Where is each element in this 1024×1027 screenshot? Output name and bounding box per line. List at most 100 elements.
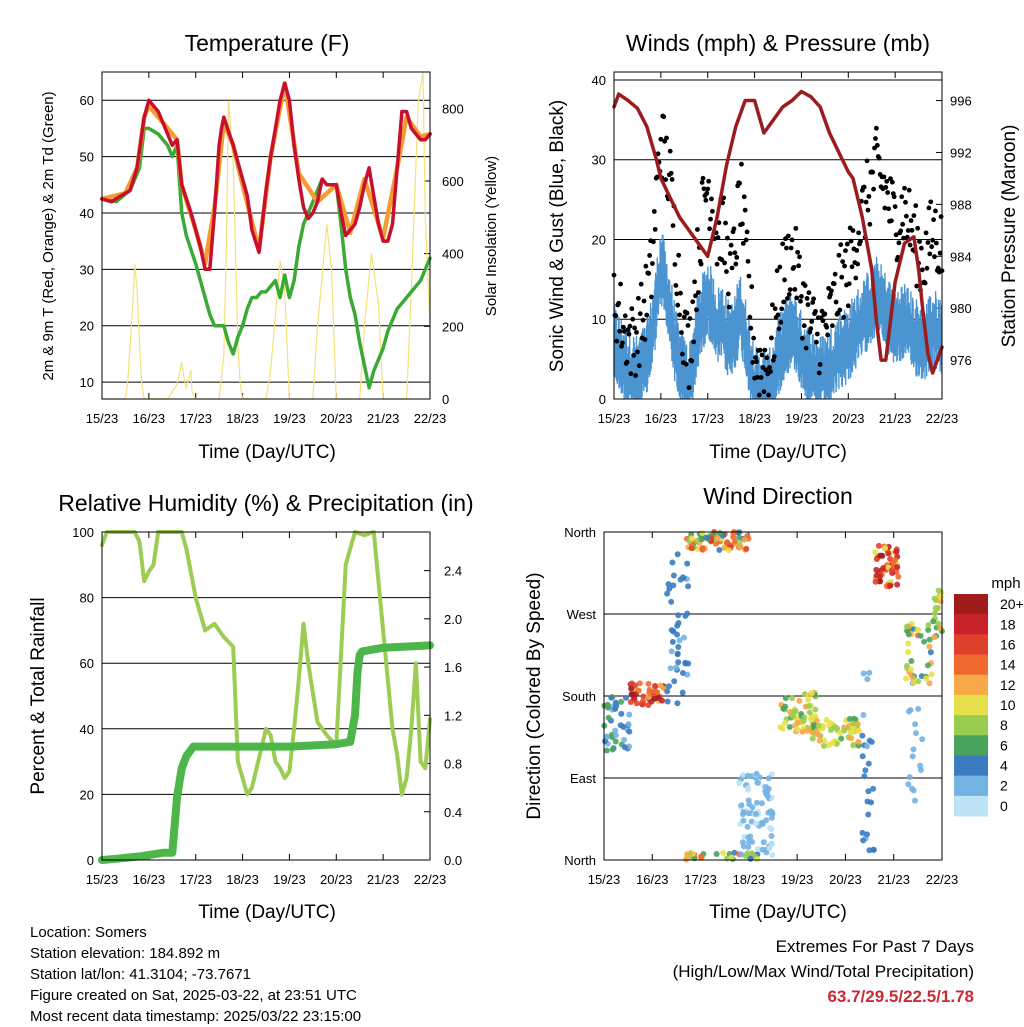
gust-point xyxy=(724,269,729,274)
gust-point xyxy=(758,375,764,380)
direction-point xyxy=(645,694,652,701)
direction-point xyxy=(651,688,658,695)
gust-point xyxy=(925,240,931,245)
colorbar-label: 10 xyxy=(1000,697,1016,713)
gust-point xyxy=(781,299,787,305)
gust-point xyxy=(650,261,655,266)
direction-point xyxy=(669,559,676,566)
gust-point xyxy=(723,220,728,226)
gust-point xyxy=(729,265,735,271)
gust-point xyxy=(674,291,680,297)
direction-point xyxy=(919,736,926,743)
colorbar-label: 20+ xyxy=(1000,596,1024,612)
direction-point xyxy=(603,733,610,740)
gust-point xyxy=(669,177,675,182)
direction-point xyxy=(665,581,672,588)
direction-point xyxy=(652,682,659,689)
colorbar-label: 12 xyxy=(1000,677,1016,693)
gust-point xyxy=(803,345,809,351)
direction-point xyxy=(903,623,910,630)
winds-x-axis-label: Time (Day/UTC) xyxy=(709,442,847,463)
gust-point xyxy=(709,196,714,202)
direction-point xyxy=(636,680,643,687)
gust-point xyxy=(643,263,649,269)
temperature-title: Temperature (F) xyxy=(185,30,350,56)
direction-point xyxy=(744,785,751,792)
direction-point xyxy=(620,736,627,743)
direction-point xyxy=(925,622,932,629)
wind-y-tick-label: 0 xyxy=(599,392,606,407)
wind-direction-x-axis-label: Time (Day/UTC) xyxy=(709,902,847,923)
gust-point xyxy=(933,208,938,214)
direction-point xyxy=(766,845,773,852)
extremes-title: Extremes For Past 7 Days xyxy=(775,937,974,956)
colorbar-swatch xyxy=(954,694,988,716)
pressure-y-tick-label: 988 xyxy=(950,197,972,212)
rh-y-tick-label: 20 xyxy=(80,787,94,802)
solar-y-tick-label: 800 xyxy=(442,101,464,116)
temp-y-tick-label: 10 xyxy=(80,375,94,390)
gust-point xyxy=(701,186,707,192)
gust-point xyxy=(614,338,620,344)
gust-point xyxy=(673,283,679,288)
gust-point xyxy=(840,259,846,265)
gust-point xyxy=(931,217,936,223)
pressure-y-tick-label: 976 xyxy=(950,353,972,368)
gust-point xyxy=(684,310,690,316)
direction-point xyxy=(685,660,692,667)
direction-point xyxy=(895,573,902,580)
dir-x-tick-label: 22/23 xyxy=(926,872,959,887)
direction-y-tick-label: South xyxy=(562,689,596,704)
wind-y-tick-label: 40 xyxy=(592,73,606,88)
rh-x-tick-label: 15/23 xyxy=(86,872,119,887)
gust-point xyxy=(739,221,745,227)
direction-y-tick-label: East xyxy=(570,771,596,786)
direction-point xyxy=(859,829,866,836)
direction-point xyxy=(805,696,812,703)
gust-point xyxy=(930,237,936,243)
direction-point xyxy=(841,727,848,734)
direction-point xyxy=(860,670,867,677)
direction-point xyxy=(911,797,918,804)
direction-point xyxy=(833,725,840,732)
direction-point xyxy=(755,779,762,786)
temp-y-tick-label: 60 xyxy=(80,93,94,108)
direction-point xyxy=(747,855,754,862)
direction-point xyxy=(815,722,822,729)
pressure-y-tick-label: 992 xyxy=(950,145,972,160)
direction-point xyxy=(745,797,752,804)
direction-point xyxy=(699,545,706,552)
rh-y-tick-label: 0 xyxy=(87,853,94,868)
gust-point xyxy=(672,262,678,267)
direction-point xyxy=(633,700,640,707)
direction-point xyxy=(730,534,737,541)
direction-point xyxy=(685,583,692,590)
direction-y-tick-label: North xyxy=(564,525,596,540)
colorbar-swatch xyxy=(954,634,988,656)
direction-point xyxy=(674,700,681,707)
gust-point xyxy=(838,242,844,248)
gust-point xyxy=(694,307,699,313)
gust-point xyxy=(865,207,871,213)
direction-point xyxy=(855,727,862,734)
gust-point xyxy=(825,332,831,338)
gust-point xyxy=(658,136,664,142)
solar-y-tick-label: 0 xyxy=(442,392,449,407)
direction-point xyxy=(894,581,901,588)
gust-point xyxy=(900,221,906,227)
rh-frame xyxy=(101,531,431,861)
gust-point xyxy=(695,227,700,232)
rh-x-tick-label: 20/23 xyxy=(320,872,353,887)
gust-point xyxy=(882,205,888,211)
gust-point xyxy=(816,370,822,376)
gust-point xyxy=(824,324,830,330)
station-elevation: Station elevation: 184.892 m xyxy=(30,945,221,962)
gust-point xyxy=(670,223,676,228)
gust-point xyxy=(627,323,633,329)
direction-point xyxy=(629,680,636,687)
solar-y-tick-label: 400 xyxy=(442,247,464,262)
direction-point xyxy=(847,729,854,736)
direction-point xyxy=(713,535,720,542)
temp-x-tick-label: 19/23 xyxy=(273,411,306,426)
gust-point xyxy=(848,238,854,244)
